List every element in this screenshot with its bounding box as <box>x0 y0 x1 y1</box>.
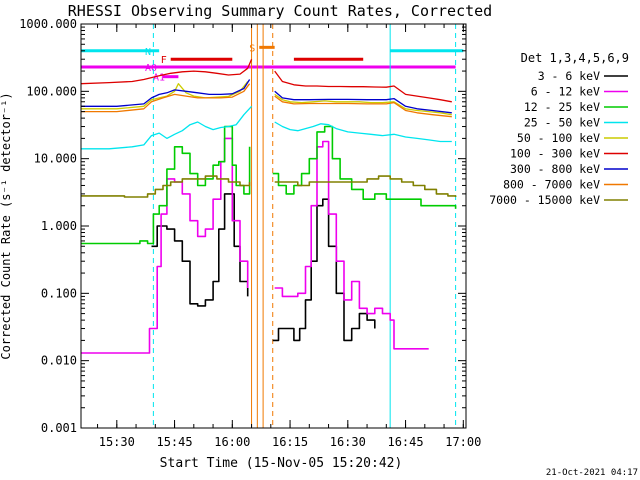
flag-label: S <box>249 43 255 54</box>
x-tick-label: 15:30 <box>99 435 135 449</box>
chart-title: RHESSI Observing Summary Count Rates, Co… <box>68 2 492 20</box>
series-line <box>81 105 452 150</box>
x-tick-label: 16:30 <box>330 435 366 449</box>
x-tick-label: 15:45 <box>156 435 192 449</box>
x-tick-label: 16:00 <box>214 435 250 449</box>
x-axis-label: Start Time (15-Nov-05 15:20:42) <box>160 456 403 471</box>
legend-entry-label: 25 - 50 keV <box>524 116 600 130</box>
series-line <box>81 175 457 198</box>
plot-frame <box>80 23 467 429</box>
y-axis-ticks: 0.001 0.010 0.100 1.000 10.000 100.000 1000.00… <box>19 17 466 435</box>
y-tick-label: 0.001 <box>41 421 77 435</box>
series-line <box>81 58 452 103</box>
y-tick-label: 1.000 <box>41 219 77 233</box>
series-line <box>81 137 429 354</box>
x-tick-label: 16:15 <box>272 435 308 449</box>
legend-entry-label: 7000 - 15000 keV <box>489 193 600 207</box>
series-line <box>81 125 457 245</box>
flag-label: A0 <box>145 63 157 74</box>
legend-entry-label: 12 - 25 keV <box>524 100 600 114</box>
series-line <box>81 81 452 116</box>
vertical-markers <box>152 24 457 428</box>
series-line <box>81 79 452 114</box>
y-tick-label: 100.000 <box>26 84 77 98</box>
series-layer <box>81 58 457 354</box>
y-tick-label: 0.010 <box>41 354 77 368</box>
legend-entry-label: 6 - 12 keV <box>531 85 600 99</box>
flag-label: F <box>161 55 167 66</box>
flag-label: A1 <box>153 73 165 84</box>
y-tick-label: 1000.000 <box>19 17 77 31</box>
x-axis-ticks: 15:30 15:45 16:00 16:15 16:30 16:45 17:00 <box>97 24 481 449</box>
y-tick-label: 10.000 <box>34 152 77 166</box>
legend-entry-label: 3 - 6 keV <box>538 69 600 83</box>
y-axis-label: Corrected Count Rate (s⁻¹ detector⁻¹) <box>0 92 13 359</box>
y-tick-label: 0.100 <box>41 286 77 300</box>
legend-entry-label: 100 - 300 keV <box>510 147 600 161</box>
flag-label: N <box>145 47 151 58</box>
series-line <box>81 83 452 118</box>
x-tick-label: 16:45 <box>387 435 423 449</box>
legend-title: Det 1,3,4,5,6,9 <box>521 51 629 65</box>
legend-entry-label: 50 - 100 keV <box>517 131 600 145</box>
timestamp: 21-Oct-2021 04:17 <box>546 468 638 478</box>
series-line <box>151 193 376 342</box>
legend-entry-label: 800 - 7000 keV <box>503 178 600 192</box>
x-tick-label: 17:00 <box>445 435 481 449</box>
legend-entry-label: 300 - 800 keV <box>510 162 600 176</box>
